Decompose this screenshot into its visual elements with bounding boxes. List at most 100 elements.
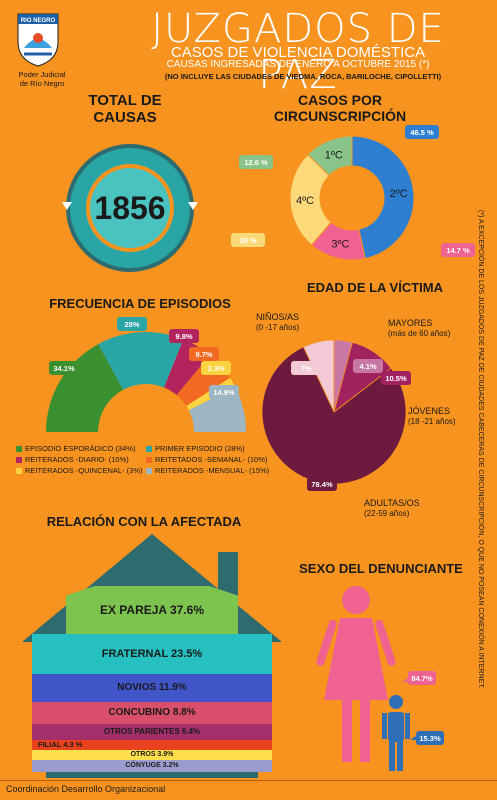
legend-label: PRIMER EPISODIO (28%) (155, 444, 245, 453)
age-sublabel-0: (22-59 años) (364, 509, 410, 518)
circ-label-0: 2ºC (390, 188, 408, 200)
age-pie-chart: 7% NIÑOS/AS(0 -17 años) 4.1% MAYORES(más de… (256, 312, 456, 518)
legend-swatch (146, 467, 152, 474)
page-subtitle: CASOS DE VIOLENCIA DOMÉSTICA (170, 44, 426, 61)
freq-legend-item: REITERADOS -QUINCENAL- (3%) (16, 466, 146, 475)
circ-label-1: 3ºC (331, 239, 349, 251)
relation-band-1: FRATERNAL 23.5% (32, 634, 272, 674)
age-badge-1-bg (291, 361, 321, 375)
total-title: TOTAL DE CAUSAS (60, 92, 190, 126)
exclusion-note: (NO INCLUYE LAS CIUDADES DE VIEDMA, ROCA… (164, 72, 442, 81)
legend-label: REITERADOS -QUINCENAL- (3%) (25, 466, 143, 475)
freq-title: FRECUENCIA DE EPISODIOS (49, 296, 231, 311)
circ-badge-2-bg (231, 233, 265, 247)
age-label-2: MAYORES (388, 318, 432, 328)
age-badge-0: 78.4% (311, 480, 333, 489)
legend-swatch (146, 445, 152, 452)
circ-donut-chart: 2ºC 3ºC 4ºC 1ºC 46.5 % 14.7 % 26 % 12.6 % (231, 125, 475, 261)
age-title: EDAD DE LA VÍCTIMA (306, 280, 444, 295)
freq-badge-2: 9.8% (175, 332, 192, 341)
circ-title: CASOS POR CIRCUNSCRIPCIÓN (270, 92, 410, 124)
total-gauge: 1856 (62, 144, 198, 272)
age-badge-1: 7% (301, 364, 312, 373)
relation-band-4: OTROS PARIENTES 6.4% (32, 724, 272, 740)
relation-band-6: OTROS 3.9% (32, 750, 272, 760)
logo-caption-1: Poder Judicial (18, 70, 66, 79)
freq-legend-item: REITERADOS -DIARIO- (10%) (16, 455, 146, 464)
age-sublabel-1: (0 -17 años) (256, 323, 299, 332)
age-label-0: ADULTAS/OS (364, 498, 420, 508)
female-badge: 84.7% (402, 671, 436, 685)
female-figure-icon (316, 586, 396, 762)
age-label-3: JÓVENES (408, 406, 450, 416)
gauge-right-arrow-icon (188, 202, 198, 210)
freq-slice-0 (46, 344, 124, 432)
legend-label: REITERADOS -DIARIO- (10%) (25, 455, 129, 464)
freq-badge-2-bg (169, 329, 199, 343)
freq-badge-3: 9.7% (195, 350, 212, 359)
legend-swatch (16, 467, 22, 474)
female-badge-text: 84.7% (411, 674, 433, 683)
gauge-left-arrow-icon (62, 202, 72, 210)
circ-badge-0-bg (405, 125, 439, 139)
circ-badge-0: 46.5 % (410, 128, 434, 137)
relation-house-chart: EX PAREJA 37.6% FRATERNAL 23.5% NOVIOS 11.… (22, 534, 282, 778)
total-title-line2: CAUSAS (93, 109, 157, 126)
freq-legend-item: EPISODIO ESPORÁDICO (34%) (16, 444, 146, 453)
circ-badge-3: 12.6 % (244, 158, 268, 167)
circ-label-3: 1ºC (325, 150, 343, 162)
circ-title-line1: CASOS POR (297, 92, 382, 108)
male-badge: 15.3% (410, 731, 444, 745)
page-title: JUZGADOS DE PAZ (151, 6, 445, 98)
age-badge-0-bg (307, 477, 337, 491)
circ-badge-2: 26 % (239, 236, 256, 245)
logo-text: RIO NEGRO (21, 18, 56, 24)
freq-badge-1: 28% (124, 320, 139, 329)
sex-title: SEXO DEL DENUNCIANTE (299, 561, 463, 576)
freq-badge-5: 14.9% (213, 388, 235, 397)
relation-band-3: CONCUBINO 8.8% (32, 702, 272, 724)
relation-band-2: NOVIOS 11.9% (32, 674, 272, 702)
freq-legend: EPISODIO ESPORÁDICO (34%) PRIMER EPISODIO… (16, 444, 276, 475)
legend-swatch (16, 445, 22, 452)
freq-legend-item: REITERADOS -MENSUAL- (15%) (146, 466, 276, 475)
freq-legend-item: REITETADOS -SEMANAL- (10%) (146, 455, 276, 464)
circ-badge-3-bg (239, 155, 273, 169)
circ-title-line2: CIRCUNSCRIPCIÓN (273, 108, 407, 124)
relation-band-0: EX PAREJA 37.6% (66, 586, 238, 634)
side-note: (*) A EXCEPCIÓN DE LOS JUZGADOS DE PAZ D… (472, 210, 484, 689)
freq-badge-0: 34.1% (53, 364, 75, 373)
relation-band-5: FILIAL 4.3 % (32, 740, 272, 750)
freq-badge-5-bg (209, 385, 239, 399)
footer-text: Coordinación Desarrollo Organizacional (6, 784, 166, 794)
freq-legend-item: PRIMER EPISODIO (28%) (146, 444, 276, 453)
freq-slice-1 (98, 332, 184, 390)
legend-swatch (16, 456, 22, 463)
age-sublabel-2: (más de 60 años) (388, 329, 451, 338)
date-range: CAUSAS INGRESADAS DE ENERO A OCTUBRE 201… (166, 59, 430, 70)
age-sublabel-3: (18 -21 años) (408, 417, 456, 426)
side-note-text: (*) A EXCEPCIÓN DE LOS JUZGADOS DE PAZ D… (477, 210, 484, 689)
age-badge-2-bg (353, 359, 383, 373)
circ-slice-0 (351, 135, 415, 260)
legend-label: REITERADOS -MENSUAL- (15%) (155, 466, 270, 475)
freq-badge-4: 3.3% (207, 364, 224, 373)
relation-band-7: CÓNYUGE 3.2% (32, 760, 272, 772)
relation-title: RELACIÓN CON LA AFECTADA (46, 514, 242, 529)
total-value: 1856 (94, 190, 165, 226)
freq-badge-1-bg (117, 317, 147, 331)
age-badge-2: 4.1% (359, 362, 376, 371)
freq-badge-4-bg (201, 361, 231, 375)
circ-badge-1-bg (441, 243, 475, 257)
legend-label: EPISODIO ESPORÁDICO (34%) (25, 444, 136, 453)
logo: RIO NEGRO (14, 8, 62, 68)
male-badge-text: 15.3% (419, 734, 441, 743)
sex-figures: 84.7% 15.3% (316, 586, 444, 771)
logo-caption-2: de Río Negro (19, 79, 65, 88)
freq-halfdonut-chart: 34.1% 28% 9.8%9.7% 3.3% 14.9% (46, 317, 246, 432)
circ-slice-3 (307, 135, 353, 177)
freq-badge-3-bg (189, 347, 219, 361)
circ-label-2: 4ºC (296, 195, 314, 207)
age-badge-3-bg (381, 371, 411, 385)
legend-label: REITETADOS -SEMANAL- (10%) (155, 455, 268, 464)
